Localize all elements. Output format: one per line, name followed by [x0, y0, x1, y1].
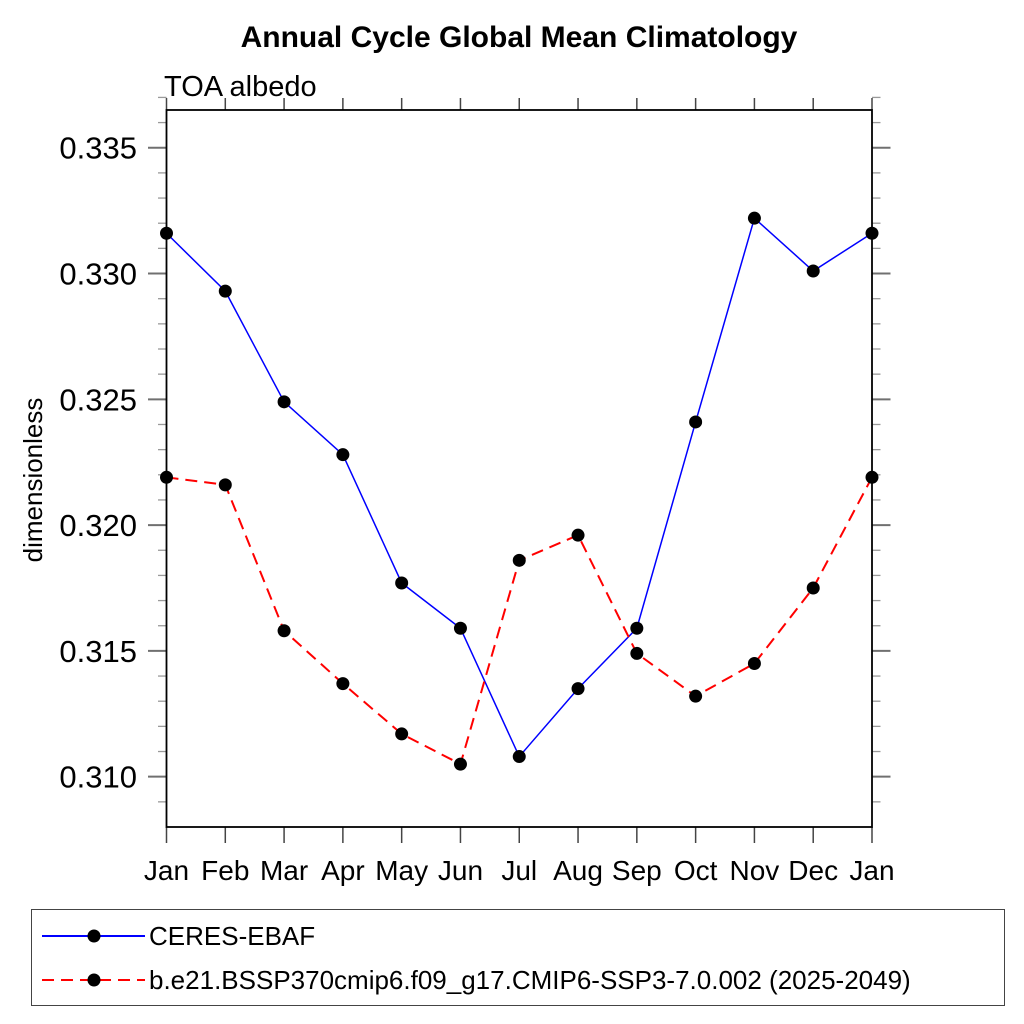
legend: CERES-EBAF b.e21.BSSP370cmip6.f09_g17.CM…	[31, 909, 1005, 1006]
data-point-marker-1	[747, 656, 761, 670]
data-point-marker-0	[512, 750, 526, 764]
data-point-marker-0	[218, 284, 232, 298]
data-point-marker-0	[571, 682, 585, 696]
x-tick-label: Jan	[849, 855, 894, 886]
y-tick-label: 0.320	[59, 508, 137, 543]
legend-item-model-run: b.e21.BSSP370cmip6.f09_g17.CMIP6-SSP3-7.…	[42, 964, 911, 995]
x-tick-label: Dec	[788, 855, 838, 886]
data-point-marker-1	[395, 727, 409, 741]
data-point-marker-0	[806, 264, 820, 278]
x-tick-label: Nov	[730, 855, 780, 886]
series-line-0	[165, 216, 873, 758]
y-tick-label: 0.330	[59, 257, 137, 292]
data-point-marker-0	[160, 226, 173, 240]
y-tick-label: 0.315	[59, 634, 137, 669]
data-point-marker-0	[747, 211, 761, 225]
data-point-marker-0	[277, 395, 291, 409]
legend-label: CERES-EBAF	[149, 920, 316, 951]
data-point-marker-1	[806, 581, 820, 595]
x-tick-label: Oct	[674, 855, 718, 886]
x-tick-label: Apr	[321, 855, 365, 886]
chart-title: Annual Cycle Global Mean Climatology	[240, 21, 798, 54]
x-tick-label: Mar	[260, 855, 308, 886]
data-point-marker-1	[630, 646, 644, 660]
data-point-marker-0	[336, 448, 350, 462]
legend-sample-line-solid	[42, 929, 145, 943]
y-tick-label: 0.325	[59, 382, 137, 417]
data-point-marker-0	[689, 415, 703, 429]
y-tick-label: 0.335	[59, 131, 137, 166]
data-point-marker-0	[630, 621, 644, 635]
data-point-marker-0	[453, 621, 467, 635]
legend-sample-line-dashed	[42, 973, 145, 987]
x-tick-label: Aug	[553, 855, 603, 886]
data-point-marker-1	[865, 470, 879, 484]
data-point-marker-0	[865, 226, 879, 240]
x-tick-label: Jul	[501, 855, 537, 886]
legend-item-ceres-ebaf: CERES-EBAF	[42, 920, 316, 951]
chart-subtitle: TOA albedo	[164, 71, 317, 103]
x-tick-label: Sep	[612, 855, 662, 886]
series-line-1	[166, 476, 873, 766]
data-point-marker-1	[512, 553, 526, 567]
data-point-marker-1	[160, 470, 173, 484]
y-tick-label: 0.310	[59, 760, 137, 795]
legend-sample-marker	[87, 973, 101, 987]
data-point-marker-1	[218, 478, 232, 492]
legend-label: b.e21.BSSP370cmip6.f09_g17.CMIP6-SSP3-7.…	[149, 964, 911, 995]
x-tick-label: Jan	[144, 855, 189, 886]
legend-sample-marker	[87, 929, 101, 943]
x-tick-label: Feb	[201, 855, 249, 886]
plot-frame	[165, 109, 873, 828]
data-point-marker-1	[453, 757, 467, 771]
data-point-marker-1	[689, 689, 703, 703]
data-point-marker-0	[395, 576, 409, 590]
data-point-marker-1	[336, 677, 350, 691]
x-tick-label: Jun	[438, 855, 483, 886]
data-point-marker-1	[571, 528, 585, 542]
x-tick-label: May	[375, 855, 428, 886]
data-point-marker-1	[277, 624, 291, 638]
